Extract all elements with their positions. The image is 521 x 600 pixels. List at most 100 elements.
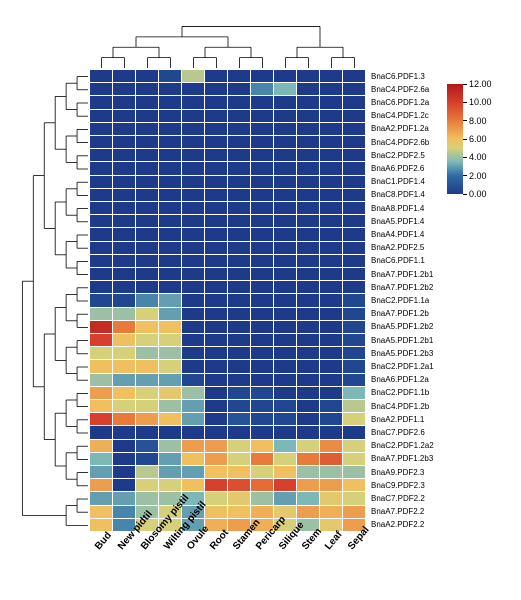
heatmap-cell [228, 176, 250, 188]
heatmap-cell [182, 215, 204, 227]
heatmap-cell [113, 136, 135, 148]
row-label: BnaA8.PDF1.4 [371, 205, 424, 213]
heatmap-cell [205, 70, 227, 82]
heatmap-cell [320, 255, 342, 267]
heatmap-cell [343, 440, 365, 452]
heatmap-cell [297, 492, 319, 504]
heatmap-cell [159, 440, 181, 452]
heatmap-cell [274, 176, 296, 188]
heatmap-cell [182, 149, 204, 161]
heatmap-cell [136, 334, 158, 346]
heatmap-cell [182, 189, 204, 201]
heatmap-cell [274, 347, 296, 359]
heatmap-cell [113, 321, 135, 333]
heatmap-cell [297, 96, 319, 108]
heatmap-cell [136, 387, 158, 399]
heatmap-cell [297, 347, 319, 359]
heatmap-cell [297, 149, 319, 161]
heatmap-cell [343, 242, 365, 254]
heatmap-cell [205, 96, 227, 108]
heatmap-cell [182, 162, 204, 174]
colorbar-label: 0.00 [469, 189, 487, 199]
heatmap-cell [90, 374, 112, 386]
heatmap-cell [297, 189, 319, 201]
heatmap-cell [320, 347, 342, 359]
col-label: Bud [93, 530, 114, 552]
heatmap-cell [113, 189, 135, 201]
heatmap-cell [205, 400, 227, 412]
heatmap-cell [228, 492, 250, 504]
heatmap-cell [251, 294, 273, 306]
heatmap-cell [343, 334, 365, 346]
heatmap-cell [251, 466, 273, 478]
heatmap-cell [274, 334, 296, 346]
heatmap-cell [251, 268, 273, 280]
heatmap-cell [159, 189, 181, 201]
heatmap-cell [297, 202, 319, 214]
heatmap-cell [90, 360, 112, 372]
heatmap-cell [274, 374, 296, 386]
heatmap-cell [182, 440, 204, 452]
heatmap-cell [113, 400, 135, 412]
heatmap-cell [251, 215, 273, 227]
heatmap-cell [182, 321, 204, 333]
heatmap-cell [343, 215, 365, 227]
heatmap-cell [251, 440, 273, 452]
heatmap-cell [182, 426, 204, 438]
col-dendrogram [90, 10, 366, 68]
heatmap-cell [182, 281, 204, 293]
heatmap-cell [320, 215, 342, 227]
heatmap-cell [343, 176, 365, 188]
row-label: BnaC7.PDF2.6 [371, 429, 425, 437]
colorbar-tick [463, 157, 467, 158]
row-label: BnaA5.PDF1.2b1 [371, 337, 433, 345]
heatmap-cell [159, 387, 181, 399]
heatmap-cell [159, 308, 181, 320]
heatmap-cell [205, 453, 227, 465]
heatmap-cell [90, 334, 112, 346]
heatmap-cell [343, 479, 365, 491]
heatmap-cell [274, 268, 296, 280]
heatmap-cell [90, 453, 112, 465]
heatmap-cell [343, 466, 365, 478]
heatmap-cell [182, 347, 204, 359]
heatmap-cell [182, 110, 204, 122]
heatmap-cell [320, 149, 342, 161]
heatmap-cell [159, 242, 181, 254]
heatmap-cell [251, 83, 273, 95]
heatmap-cell [136, 228, 158, 240]
col-label: Leaf [323, 529, 345, 552]
row-label: BnaC2.PDF2.5 [371, 152, 425, 160]
heatmap-cell [205, 334, 227, 346]
heatmap-cell [159, 453, 181, 465]
heatmap-cell [205, 387, 227, 399]
heatmap-cell [297, 334, 319, 346]
colorbar-label: 6.00 [469, 134, 487, 144]
heatmap-cell [136, 360, 158, 372]
heatmap-cell [274, 242, 296, 254]
heatmap-cell [228, 334, 250, 346]
heatmap-cell [205, 228, 227, 240]
row-label: BnaA5.PDF1.4 [371, 218, 424, 226]
heatmap-cell [205, 110, 227, 122]
row-label: BnaC4.PDF1.2c [371, 112, 429, 120]
heatmap-cell [205, 83, 227, 95]
row-dendrogram [10, 70, 88, 532]
heatmap-cell [320, 202, 342, 214]
heatmap-cell [90, 110, 112, 122]
heatmap-cell [113, 453, 135, 465]
row-label: BnaA4.PDF1.4 [371, 231, 424, 239]
heatmap-cell [274, 426, 296, 438]
heatmap-cell [228, 96, 250, 108]
heatmap-cell [297, 400, 319, 412]
heatmap-cell [205, 149, 227, 161]
heatmap-cell [251, 189, 273, 201]
heatmap-cell [274, 255, 296, 267]
heatmap-cell [136, 162, 158, 174]
heatmap-cell [136, 294, 158, 306]
heatmap-cell [320, 321, 342, 333]
heatmap-cell [297, 136, 319, 148]
heatmap-cell [251, 136, 273, 148]
row-label: BnaA9.PDF2.3 [371, 469, 424, 477]
heatmap-cell [136, 96, 158, 108]
